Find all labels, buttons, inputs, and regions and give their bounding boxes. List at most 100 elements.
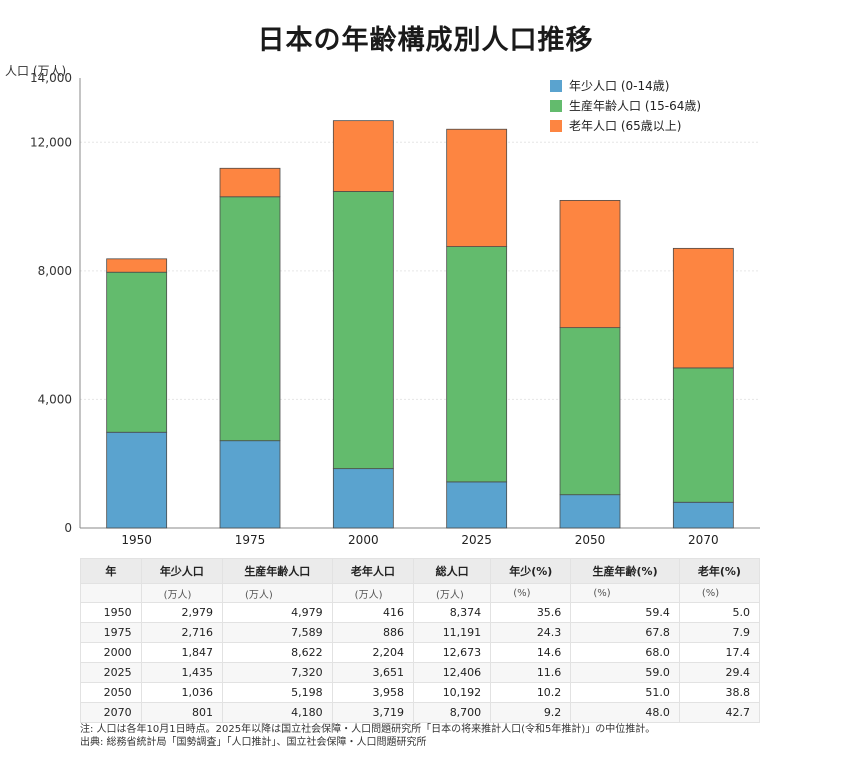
unit-cell bbox=[80, 583, 142, 603]
bar-segment bbox=[559, 327, 621, 496]
x-tick-label: 2025 bbox=[461, 533, 492, 547]
x-tick-label: 2000 bbox=[348, 533, 379, 547]
column-header: 年少人口 bbox=[140, 558, 223, 584]
table-cell: 42.7 bbox=[678, 702, 761, 723]
table-cell: 416 bbox=[331, 602, 414, 623]
table-cell: 5.0 bbox=[678, 602, 761, 623]
table-cell: 59.4 bbox=[570, 602, 680, 623]
table-cell: 38.8 bbox=[678, 682, 761, 703]
table-cell: 12,673 bbox=[412, 642, 492, 663]
legend-label: 老年人口 (65歳以上) bbox=[569, 119, 681, 133]
table-cell: 10.2 bbox=[490, 682, 572, 703]
table-row: 2025 1,435 7,320 3,651 12,406 11.6 59.0 29.4 bbox=[80, 662, 761, 683]
table-cell: 8,622 bbox=[221, 642, 333, 663]
legend-label: 年少人口 (0-14歳) bbox=[569, 79, 669, 93]
table-cell: 14.6 bbox=[490, 642, 572, 663]
bar-segment bbox=[672, 367, 734, 503]
table-cell: 2025 bbox=[80, 662, 142, 683]
column-header: 老年人口 bbox=[331, 558, 414, 584]
table-cell: 1,036 bbox=[140, 682, 223, 703]
y-tick-label: 8,000 bbox=[38, 264, 72, 278]
unit-cell: (万人) bbox=[412, 583, 492, 603]
stacked-bar-chart: 0 4,000 8,000 12,000 14,000 1950 1975 2000 2025 2… bbox=[30, 71, 760, 547]
table-row: 1950 2,979 4,979 416 8,374 35.6 59.4 5.0 bbox=[80, 602, 761, 623]
table-cell: 2,979 bbox=[140, 602, 223, 623]
table-cell: 2000 bbox=[80, 642, 142, 663]
table-cell: 11,191 bbox=[412, 622, 492, 643]
column-header: 生産年齢(%) bbox=[570, 558, 680, 584]
bar-segment bbox=[332, 468, 394, 529]
table-cell: 7,320 bbox=[221, 662, 333, 683]
unit-cell: (万人) bbox=[331, 583, 414, 603]
legend-swatch bbox=[550, 80, 562, 92]
table-cell: 1,435 bbox=[140, 662, 223, 683]
table-cell: 10,192 bbox=[412, 682, 492, 703]
table-cell: 801 bbox=[140, 702, 223, 723]
y-tick-label: 0 bbox=[64, 521, 72, 535]
table-cell: 7,589 bbox=[221, 622, 333, 643]
bar-segment bbox=[219, 196, 281, 442]
column-header: 総人口 bbox=[412, 558, 492, 584]
table-cell: 886 bbox=[331, 622, 414, 643]
table-cell: 4,180 bbox=[221, 702, 333, 723]
table-cell: 8,374 bbox=[412, 602, 492, 623]
legend-label: 生産年齢人口 (15-64歳) bbox=[569, 98, 701, 113]
table-row: 2070 801 4,180 3,719 8,700 9.2 48.0 42.7 bbox=[80, 702, 761, 723]
population-data-table: 年年少人口 生産年齢人口 老年人口 総人口 年少(%) 生産年齢(%) 老年(%) (万人)… bbox=[80, 558, 761, 723]
bar-segment bbox=[672, 501, 734, 529]
chart-title: 日本の年齢構成別人口推移 bbox=[257, 25, 594, 56]
table-cell: 51.0 bbox=[570, 682, 680, 703]
table-cell: 1975 bbox=[80, 622, 142, 643]
table-cell: 2050 bbox=[80, 682, 142, 703]
source-text: 出典: 総務省統計局「国勢調査」「人口推計」、国立社会保障・人口問題研究所 bbox=[80, 737, 427, 748]
legend-swatch bbox=[550, 120, 562, 132]
bar-segment bbox=[106, 431, 168, 529]
table-cell: 1,847 bbox=[140, 642, 223, 663]
table-cell: 68.0 bbox=[570, 642, 680, 663]
bar-segment bbox=[332, 191, 394, 470]
table-cell: 9.2 bbox=[490, 702, 572, 723]
table-cell: 8,700 bbox=[412, 702, 492, 723]
table-cell: 48.0 bbox=[570, 702, 680, 723]
column-header: 年少(%) bbox=[490, 558, 572, 584]
column-header: 老年(%) bbox=[678, 558, 761, 584]
bar-segment bbox=[446, 246, 508, 483]
table-cell: 59.0 bbox=[570, 662, 680, 683]
table-cell: 24.3 bbox=[490, 622, 572, 643]
unit-cell: (%) bbox=[678, 583, 761, 603]
table-cell: 2,204 bbox=[331, 642, 414, 663]
x-tick-label: 2050 bbox=[575, 533, 606, 547]
table-cell: 2070 bbox=[80, 702, 142, 723]
bar-segment bbox=[672, 247, 734, 369]
table-cell: 17.4 bbox=[678, 642, 761, 663]
x-tick-label: 2070 bbox=[688, 533, 719, 547]
table-cell: 3,651 bbox=[331, 662, 414, 683]
table-cell: 1950 bbox=[80, 602, 142, 623]
table-cell: 3,958 bbox=[331, 682, 414, 703]
unit-cell: (万人) bbox=[140, 583, 223, 603]
table-cell: 67.8 bbox=[570, 622, 680, 643]
table-cell: 35.6 bbox=[490, 602, 572, 623]
bar-segment bbox=[446, 128, 508, 247]
y-tick-label: 12,000 bbox=[30, 135, 72, 149]
note-text: 注: 人口は各年10月1日時点。2025年以降は国立社会保障・人口問題研究所「日… bbox=[80, 724, 656, 735]
table-cell: 7.9 bbox=[678, 622, 761, 643]
bar-segment bbox=[559, 199, 621, 329]
unit-cell: (%) bbox=[490, 583, 572, 603]
table-cell: 29.4 bbox=[678, 662, 761, 683]
legend-swatch bbox=[550, 100, 562, 112]
table-cell: 2,716 bbox=[140, 622, 223, 643]
table-cell: 3,719 bbox=[331, 702, 414, 723]
unit-cell: (%) bbox=[570, 583, 680, 603]
table-header-row: 年年少人口 生産年齢人口 老年人口 総人口 年少(%) 生産年齢(%) 老年(%) bbox=[80, 558, 761, 584]
bar-segment bbox=[559, 494, 621, 529]
table-row: 2000 1,847 8,622 2,204 12,673 14.6 68.0 17.4 bbox=[80, 642, 761, 663]
y-tick-label: 14,000 bbox=[30, 71, 72, 85]
column-header: 年 bbox=[80, 558, 142, 584]
unit-cell: (万人) bbox=[221, 583, 333, 603]
y-tick-label: 4,000 bbox=[38, 392, 72, 406]
table-cell: 4,979 bbox=[221, 602, 333, 623]
units-row: (万人) (万人) (万人) (万人) (%) (%) (%) bbox=[80, 583, 761, 603]
table-row: 2050 1,036 5,198 3,958 10,192 10.2 51.0 38.8 bbox=[80, 682, 761, 703]
bar-segment bbox=[219, 167, 281, 198]
